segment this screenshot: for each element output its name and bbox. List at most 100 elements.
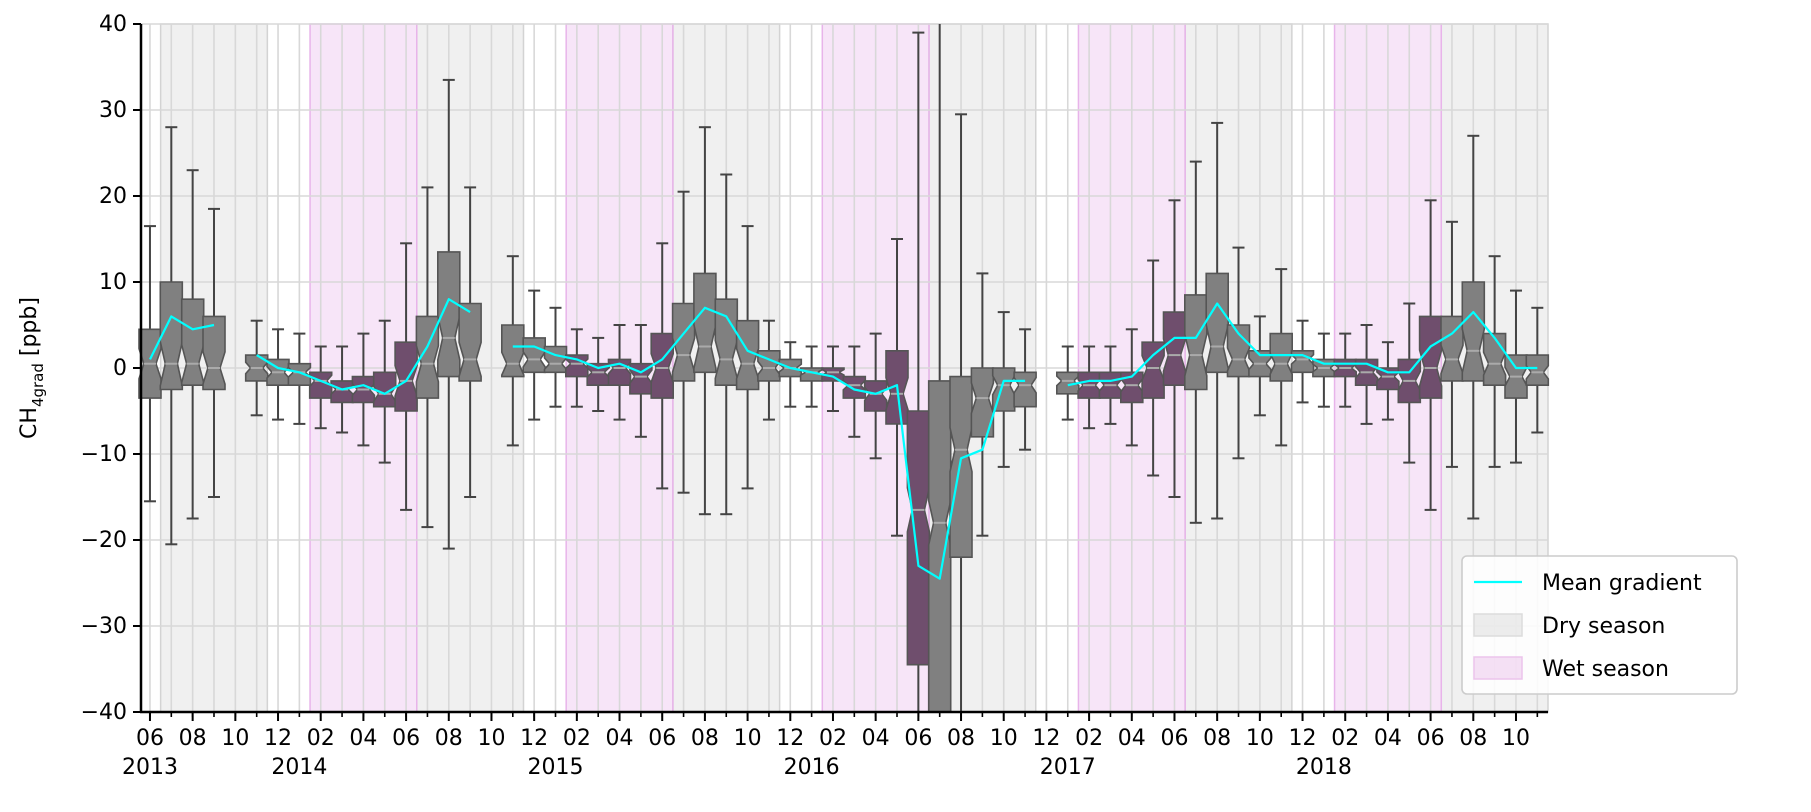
box-body <box>159 281 184 391</box>
x-tick-label: 12 <box>264 726 292 751</box>
box-plots <box>138 24 1550 713</box>
box-body <box>394 341 418 412</box>
box-plot <box>586 336 611 412</box>
x-tick-label: 08 <box>1459 726 1487 751</box>
box-body <box>202 315 226 391</box>
x-tick-label: 10 <box>990 726 1018 751</box>
x-tick-label: 04 <box>1118 726 1146 751</box>
mean-gradient-segment <box>149 315 215 360</box>
x-tick-label: 12 <box>1289 726 1317 751</box>
x-tick-label: 08 <box>691 726 719 751</box>
box-body <box>693 272 717 374</box>
box-plot <box>522 289 547 421</box>
box-body <box>1141 341 1165 399</box>
x-tick-label: 08 <box>179 726 207 751</box>
y-tick-label: 30 <box>99 98 127 123</box>
box-plot <box>714 173 739 516</box>
box-body <box>735 319 760 391</box>
y-tick-label: 10 <box>99 270 127 295</box>
x-tick-label: 10 <box>734 726 762 751</box>
x-year-label: 2014 <box>271 755 327 780</box>
box-body <box>1525 354 1550 387</box>
legend-label: Dry season <box>1542 614 1665 639</box>
box-body <box>458 302 482 382</box>
x-tick-label: 12 <box>776 726 804 751</box>
y-tick-label: −30 <box>81 614 127 639</box>
y-axis-label-text: CH4grad [ppb] <box>17 297 47 439</box>
x-tick-label: 04 <box>862 726 890 751</box>
box-plot <box>821 345 845 412</box>
box-body <box>906 410 931 666</box>
y-axis-label-main: CH <box>17 407 42 439</box>
x-tick-label: 12 <box>1032 726 1060 751</box>
y-axis-label-unit: [ppb] <box>17 297 42 363</box>
box-plot <box>1290 319 1315 404</box>
legend-swatch-patch <box>1473 613 1523 637</box>
x-tick-label: 04 <box>1374 726 1402 751</box>
x-year-label: 2015 <box>528 755 584 780</box>
x-tick-label: 02 <box>819 726 847 751</box>
box-body <box>1162 311 1187 387</box>
box-plot <box>735 225 760 490</box>
box-body <box>949 375 973 559</box>
x-tick-label: 04 <box>606 726 634 751</box>
x-tick-label: 06 <box>136 726 164 751</box>
x-year-label: 2016 <box>784 755 840 780</box>
box-body <box>1013 371 1037 408</box>
legend-swatch-patch <box>1473 656 1523 680</box>
mean-gradient-line <box>149 298 1538 580</box>
y-tick-label: −40 <box>81 700 127 725</box>
x-tick-label: 12 <box>520 726 548 751</box>
box-plot <box>693 126 717 516</box>
legend: Mean gradient Dry season Wet season <box>1461 555 1738 695</box>
box-plot <box>1205 121 1229 520</box>
box-plot <box>799 345 824 408</box>
axes: −40 −30 −20 −10 0 10 20 30 40 06 08 10 12 02 04 06 08 10 1… <box>81 12 1548 780</box>
x-tick-label: 06 <box>648 726 676 751</box>
box-body <box>1184 294 1208 391</box>
box-body <box>1205 272 1229 374</box>
box-body <box>1269 332 1293 382</box>
x-tick-label: 06 <box>1417 726 1445 751</box>
x-tick-label: 08 <box>435 726 463 751</box>
mean-gradient-segment <box>256 298 471 395</box>
box-plot <box>1162 199 1187 498</box>
box-plot <box>159 126 184 546</box>
box-body <box>308 371 333 399</box>
box-plot <box>1418 199 1443 511</box>
box-plot <box>1397 302 1422 464</box>
box-plot <box>266 328 290 421</box>
legend-label: Mean gradient <box>1542 571 1702 596</box>
box-plot <box>244 319 269 417</box>
x-tick-label: 10 <box>221 726 249 751</box>
mean-gradient-segment <box>1067 302 1538 387</box>
box-plot <box>1525 306 1550 434</box>
x-year-label: 2013 <box>122 755 178 780</box>
box-body <box>180 298 205 387</box>
box-plot <box>394 242 418 511</box>
box-plot <box>287 332 312 425</box>
x-tick-label: 08 <box>947 726 975 751</box>
box-body <box>543 345 568 374</box>
box-plot <box>458 186 482 498</box>
x-tick-label: 02 <box>1075 726 1103 751</box>
box-plot <box>1269 268 1293 447</box>
x-tick-label: 10 <box>1246 726 1274 751</box>
box-plot <box>1184 160 1208 524</box>
box-plot <box>138 225 162 503</box>
box-plot <box>1312 332 1336 408</box>
y-axis-label: CH4grad [ppb] <box>17 297 47 439</box>
box-body <box>500 324 525 378</box>
box-body <box>330 380 354 404</box>
box-body <box>522 337 547 374</box>
x-tick-label: 10 <box>477 726 505 751</box>
box-body <box>1482 332 1507 387</box>
y-tick-label: −10 <box>81 442 127 467</box>
x-tick-label: 02 <box>563 726 591 751</box>
y-tick-label: −20 <box>81 528 127 553</box>
y-tick-label: 20 <box>99 184 127 209</box>
y-tick-label: 40 <box>99 12 127 37</box>
y-axis-label-sub: 4grad <box>29 363 47 407</box>
